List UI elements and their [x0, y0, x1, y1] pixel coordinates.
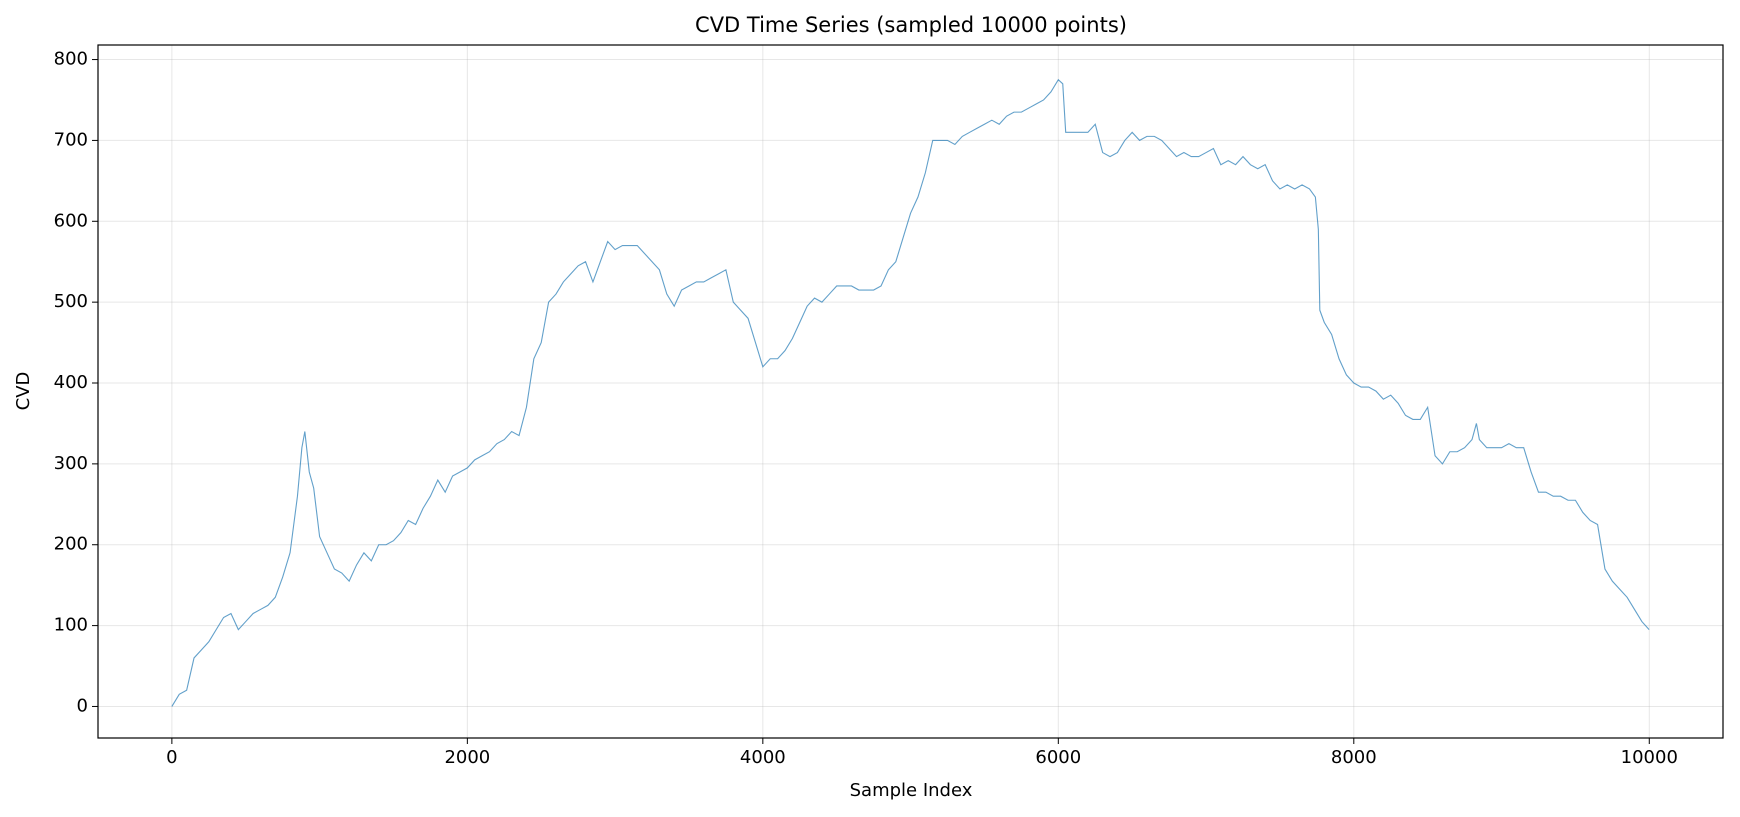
y-tick-label: 500	[54, 291, 88, 312]
y-tick-label: 300	[54, 453, 88, 474]
y-tick-label: 100	[54, 615, 88, 636]
x-tick-label: 4000	[740, 747, 786, 768]
y-tick-label: 800	[54, 49, 88, 70]
x-tick-label: 6000	[1035, 747, 1081, 768]
y-tick-label: 0	[77, 695, 88, 716]
y-tick-label: 400	[54, 372, 88, 393]
x-tick-label: 0	[166, 747, 177, 768]
x-tick-label: 10000	[1621, 747, 1678, 768]
y-axis-label: CVD	[13, 372, 34, 411]
x-tick-label: 8000	[1331, 747, 1377, 768]
y-tick-label: 200	[54, 534, 88, 555]
data-line	[171, 78, 1650, 707]
chart-title: CVD Time Series (sampled 10000 points)	[695, 13, 1127, 37]
x-tick-label: 2000	[444, 747, 490, 768]
y-tick-label: 600	[54, 210, 88, 231]
x-axis-label: Sample Index	[850, 780, 973, 801]
plot-frame	[97, 44, 1724, 739]
y-tick-label: 700	[54, 129, 88, 150]
